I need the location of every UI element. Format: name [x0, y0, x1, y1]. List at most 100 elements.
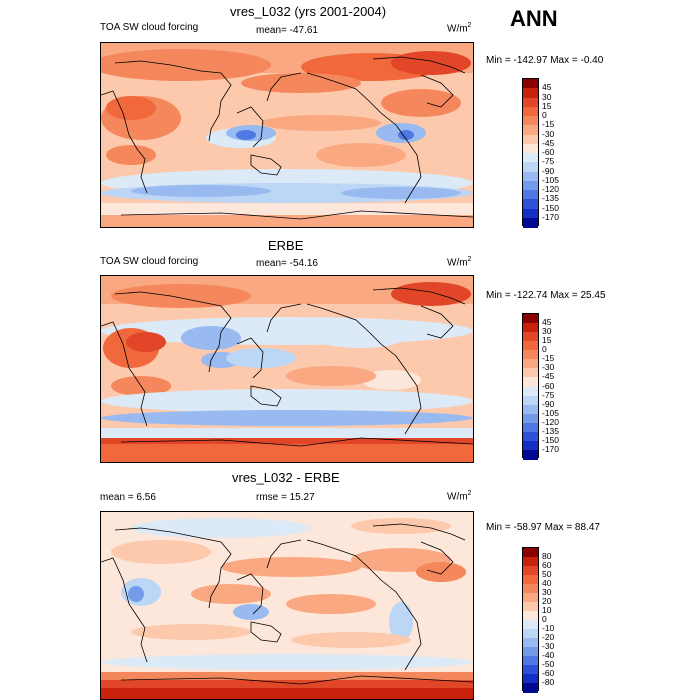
map-obs: [100, 275, 474, 463]
colorbar-tick-label: -10: [542, 623, 555, 633]
colorbar-segment: [523, 143, 538, 154]
colorbar-segment: [523, 557, 538, 567]
colorbar-tick-label: -45: [542, 371, 555, 382]
colorbar-segment: [523, 116, 538, 126]
units-label: W/m2: [447, 256, 472, 269]
colorbar-tick-label: -90: [542, 398, 555, 409]
colorbar-segment: [523, 190, 538, 200]
season-label: ANN: [510, 6, 558, 31]
colorbar-segment: [523, 79, 538, 89]
colorbar-segment: [523, 629, 538, 639]
heat-field: [101, 43, 473, 227]
colorbar-tick-label: -30: [542, 128, 555, 139]
colorbar-tick-label: 0: [542, 110, 547, 120]
colorbar-tick-label: -40: [542, 650, 555, 660]
colorbar-tick-label: 30: [542, 587, 552, 597]
units-label: W/m2: [447, 22, 472, 35]
coastlines: [101, 287, 473, 447]
field-label: TOA SW cloud forcing: [100, 22, 199, 33]
colorbar-segment: [523, 341, 538, 351]
colorbar-tick-label: 30: [542, 326, 552, 337]
colorbar-tick-label: 15: [542, 335, 552, 346]
colorbar-tick-label: -60: [542, 380, 555, 391]
colorbar-segment: [523, 593, 538, 603]
colorbar-tick-label: -120: [542, 184, 560, 194]
colorbar-tick-label: 60: [542, 560, 552, 570]
colorbar-segment: [523, 153, 538, 163]
colorbar-segment: [523, 647, 538, 657]
field-label: TOA SW cloud forcing: [100, 256, 199, 267]
panel-title: vres_L032 (yrs 2001-2004): [230, 4, 387, 19]
colorbar-segment: [523, 566, 538, 576]
colorbar-tick-label: -120: [542, 416, 560, 427]
colorbar-segment: [523, 602, 538, 612]
colorbar-segment: [523, 134, 538, 145]
mean-label: mean= -47.61: [256, 25, 318, 36]
colorbar: 80 60 50 40 30 20 10 0 -10 -20 -30 -40 -50 -60 -80: [522, 547, 554, 693]
colorbar-tick-label: -105: [542, 174, 560, 185]
colorbar-tick-label: -150: [542, 434, 560, 445]
colorbar-tick-label: 80: [542, 551, 552, 561]
mean-label: mean = 6.56: [100, 492, 156, 503]
colorbar-tick-label: -90: [542, 165, 555, 176]
colorbar-segment: [523, 377, 538, 387]
colorbar-tick-label: -60: [542, 668, 555, 678]
colorbar-segment: [523, 162, 538, 172]
map-diff: [100, 511, 474, 700]
colorbar-tick-label: 10: [542, 605, 552, 615]
colorbar-tick-label: -135: [542, 425, 560, 436]
colorbar-segment: [523, 683, 538, 693]
colorbar-tick-label: -30: [542, 362, 555, 373]
colorbar-segment: [523, 431, 538, 442]
colorbar-segment: [523, 422, 538, 433]
colorbar-tick-label: 45: [542, 317, 552, 328]
heat-field: [101, 276, 473, 462]
colorbar-tick-label: -80: [542, 677, 555, 687]
minmax-label: Min = -122.74 Max = 25.45: [486, 290, 606, 301]
colorbar-segment: [523, 88, 538, 98]
colorbar-tick-label: -150: [542, 202, 560, 213]
colorbar-tick-label: -15: [542, 119, 555, 130]
colorbar-tick-label: 45: [542, 82, 552, 93]
colorbar-tick-label: 50: [542, 569, 552, 579]
colorbar-segment: [523, 656, 538, 666]
units-label: W/m2: [447, 490, 472, 503]
colorbar: 45 30 15 0 -15 -30 -45 -60 -75 -90 -105 -120 -135 -15…: [522, 313, 559, 460]
heat-field: [101, 512, 473, 699]
coastlines: [101, 523, 473, 685]
colorbar-segment: [523, 395, 538, 406]
colorbar-segment: [523, 368, 538, 378]
minmax-label: Min = -58.97 Max = 88.47: [486, 522, 600, 533]
colorbar-segment: [523, 665, 538, 675]
colorbar-segment: [523, 548, 538, 558]
colorbar-tick-label: -105: [542, 407, 560, 418]
colorbar-tick-label: -135: [542, 193, 560, 204]
colorbar-tick-label: 0: [542, 614, 547, 624]
colorbar-segment: [523, 217, 538, 228]
colorbar-segment: [523, 611, 538, 621]
colorbar-segment: [523, 386, 538, 397]
colorbar-tick-label: -170: [542, 443, 560, 454]
minmax-label: Min = -142.97 Max = -0.40: [486, 55, 604, 66]
colorbar-tick-label: -20: [542, 632, 555, 642]
colorbar-tick-label: -75: [542, 156, 555, 167]
colorbar-tick-label: 30: [542, 91, 552, 102]
panel-title: vres_L032 - ERBE: [232, 470, 340, 485]
panel-title: ERBE: [268, 238, 304, 253]
colorbar-tick-label: -15: [542, 353, 555, 364]
colorbar-segment: [523, 440, 538, 451]
colorbar-segment: [523, 404, 538, 415]
map-model: [100, 42, 474, 228]
colorbar-segment: [523, 620, 538, 630]
colorbar-segment: [523, 97, 538, 108]
colorbar-tick-label: -45: [542, 137, 555, 148]
rmse-label: rmse = 15.27: [256, 492, 315, 503]
colorbar-tick-label: -50: [542, 659, 555, 669]
colorbar-segment: [523, 584, 538, 594]
colorbar-segment: [523, 180, 538, 191]
colorbar-segment: [523, 332, 538, 342]
colorbar-segment: [523, 350, 538, 360]
colorbar-segment: [523, 449, 538, 460]
colorbar-segment: [523, 208, 538, 219]
colorbar-segment: [523, 125, 538, 135]
